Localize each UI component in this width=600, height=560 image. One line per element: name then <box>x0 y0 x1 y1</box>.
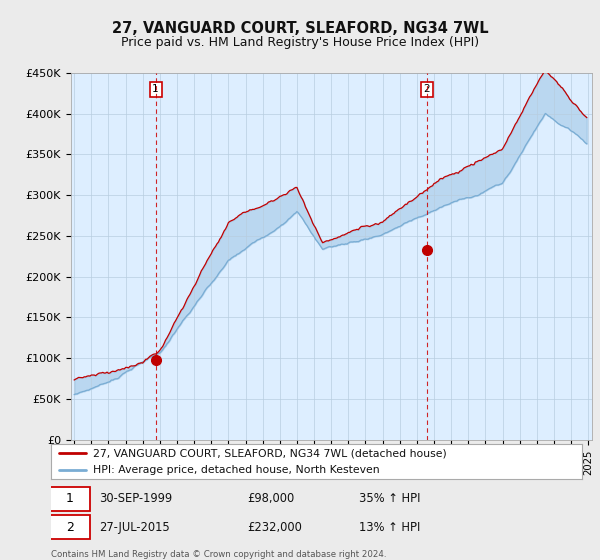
Text: 2: 2 <box>424 85 430 94</box>
Text: 30-SEP-1999: 30-SEP-1999 <box>99 492 172 506</box>
Text: Price paid vs. HM Land Registry's House Price Index (HPI): Price paid vs. HM Land Registry's House … <box>121 36 479 49</box>
Text: 27-JUL-2015: 27-JUL-2015 <box>99 521 170 534</box>
Text: 27, VANGUARD COURT, SLEAFORD, NG34 7WL (detached house): 27, VANGUARD COURT, SLEAFORD, NG34 7WL (… <box>94 449 447 459</box>
Text: £232,000: £232,000 <box>247 521 302 534</box>
FancyBboxPatch shape <box>50 515 90 539</box>
Text: Contains HM Land Registry data © Crown copyright and database right 2024.
This d: Contains HM Land Registry data © Crown c… <box>51 550 386 560</box>
Text: 27, VANGUARD COURT, SLEAFORD, NG34 7WL: 27, VANGUARD COURT, SLEAFORD, NG34 7WL <box>112 21 488 36</box>
Text: 1: 1 <box>152 85 159 94</box>
Text: 1: 1 <box>66 492 74 506</box>
Text: £98,000: £98,000 <box>247 492 295 506</box>
FancyBboxPatch shape <box>50 487 90 511</box>
Text: 13% ↑ HPI: 13% ↑ HPI <box>359 521 421 534</box>
Text: 2: 2 <box>66 521 74 534</box>
Text: 35% ↑ HPI: 35% ↑ HPI <box>359 492 421 506</box>
Text: HPI: Average price, detached house, North Kesteven: HPI: Average price, detached house, Nort… <box>94 465 380 475</box>
